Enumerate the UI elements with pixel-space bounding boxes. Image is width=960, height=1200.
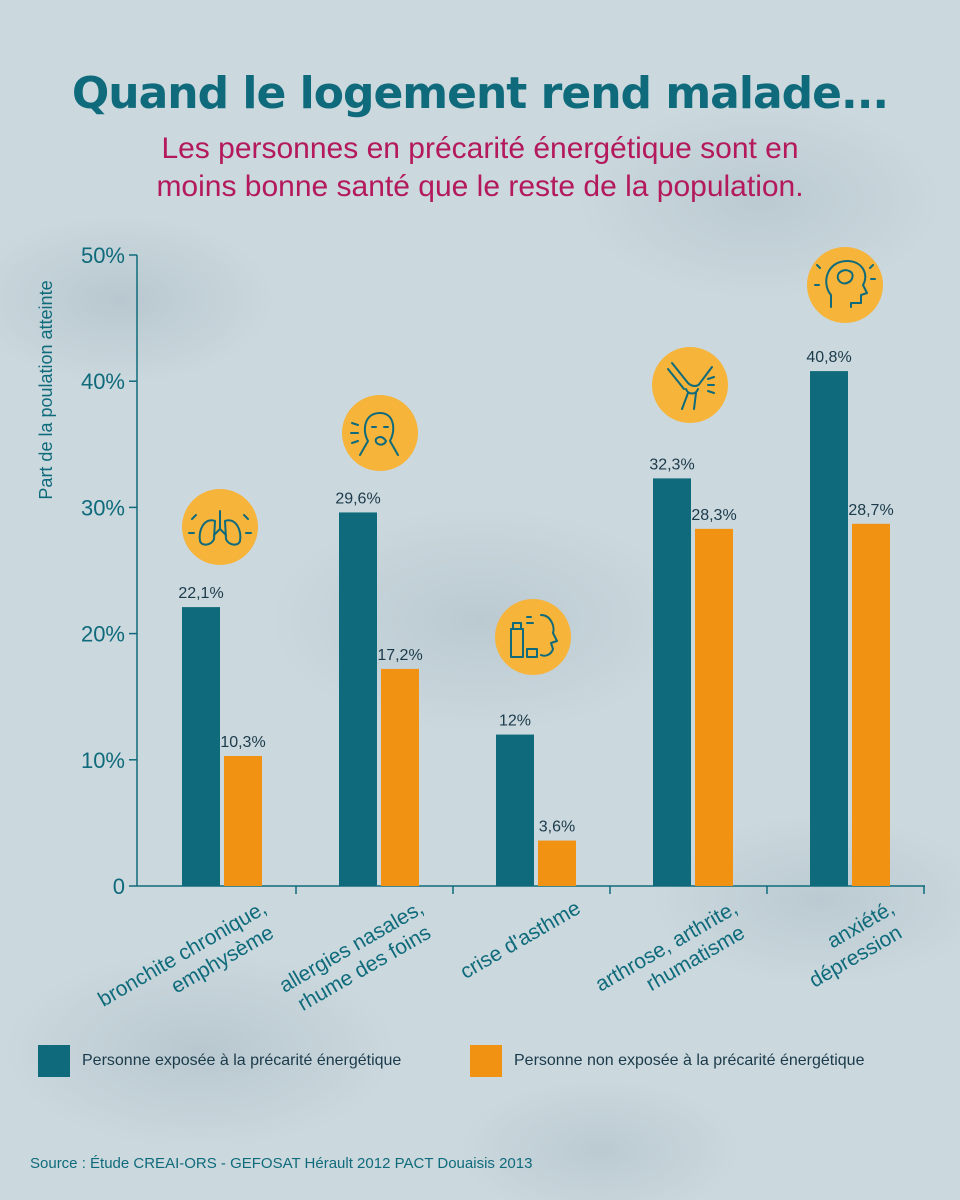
bar-not-exposed [381, 668, 419, 886]
y-axis-title: Part de la poulation atteinte [36, 280, 56, 499]
head-brain-icon-stroke [825, 260, 868, 308]
y-tick-label: 0 [113, 874, 125, 899]
data-label: 32,3% [649, 456, 694, 473]
icon-circle [807, 247, 883, 323]
inhaler-icon [495, 599, 571, 675]
lungs-icon-stroke [198, 519, 216, 546]
knee-joint-icon-stroke [671, 362, 713, 387]
data-label: 10,3% [220, 734, 265, 751]
sneezing-person-icon [342, 395, 418, 471]
subtitle-line-2: moins bonne santé que le reste de la pop… [156, 170, 804, 203]
inhaler-icon-stroke [540, 614, 558, 657]
y-tick-label: 30% [81, 495, 125, 520]
category-label: arthrose, arthrite,rhumatisme [592, 896, 754, 1018]
y-tick-label: 20% [81, 622, 125, 647]
source-note: Source : Étude CREAI-ORS - GEFOSAT Hérau… [30, 1155, 533, 1172]
sneezing-person-icon-stroke [374, 436, 387, 446]
y-tick-label: 10% [81, 748, 125, 773]
head-brain-icon [807, 247, 883, 323]
inhaler-icon-stroke [526, 648, 538, 658]
bar-chart: Part de la poulation atteinte 0 10% 20% 30% 4… [36, 243, 925, 1033]
category-label-line: crise d'asthme [456, 896, 584, 983]
category-label: anxiété,dépression [793, 896, 911, 992]
data-label: 29,6% [335, 490, 380, 507]
data-label: 3,6% [539, 819, 575, 836]
bar-exposed [653, 478, 691, 886]
knee-joint-icon [652, 347, 728, 423]
y-tick-label: 40% [81, 369, 125, 394]
knee-joint-icon-stroke [685, 388, 699, 395]
bar-exposed [810, 371, 848, 886]
legend-item-exposed: Personne exposée à la précarité énergéti… [38, 1045, 401, 1077]
category-label: bronchite chronique,emphysème [94, 896, 283, 1033]
bar-not-exposed [224, 756, 262, 886]
data-label: 28,7% [848, 502, 893, 519]
bar-exposed [496, 734, 534, 886]
data-label: 17,2% [377, 647, 422, 664]
sneezing-person-icon-stroke [359, 412, 399, 456]
lungs-icon [182, 489, 258, 565]
data-label: 28,3% [691, 507, 736, 524]
category-label: allergies nasales,rhume des foins [275, 896, 440, 1019]
lungs-icon-stroke [224, 519, 242, 546]
legend-swatch-exposed [38, 1045, 70, 1077]
sneezing-person-icon-stroke [350, 422, 359, 444]
data-label: 40,8% [806, 349, 851, 366]
y-tick-label: 50% [81, 243, 125, 268]
bar-not-exposed [538, 840, 576, 886]
category-label: crise d'asthme [456, 896, 584, 983]
bar-not-exposed [852, 523, 890, 886]
data-label: 22,1% [178, 585, 223, 602]
legend-item-not-exposed: Personne non exposée à la précarité éner… [470, 1045, 864, 1077]
legend-swatch-not-exposed [470, 1045, 502, 1077]
data-label: 12% [499, 713, 531, 730]
page-subtitle: Les personnes en précarité énergétique s… [0, 130, 960, 206]
knee-joint-icon-stroke [707, 376, 715, 394]
lungs-icon-stroke [188, 514, 252, 534]
head-brain-icon-stroke [836, 269, 854, 285]
head-brain-icon-stroke [814, 264, 876, 286]
legend-label-not-exposed: Personne non exposée à la précarité éner… [514, 1052, 865, 1069]
legend-label-exposed: Personne exposée à la précarité énergéti… [82, 1052, 402, 1069]
bar-exposed [339, 512, 377, 886]
icon-circle [495, 599, 571, 675]
inhaler-icon-stroke [526, 616, 534, 624]
page-title: Quand le logement rend malade... [71, 68, 889, 119]
inhaler-icon-stroke [510, 622, 524, 658]
knee-joint-icon-stroke [667, 368, 697, 410]
bar-not-exposed [695, 528, 733, 886]
bar-exposed [182, 607, 220, 886]
subtitle-line-1: Les personnes en précarité énergétique s… [161, 132, 799, 165]
